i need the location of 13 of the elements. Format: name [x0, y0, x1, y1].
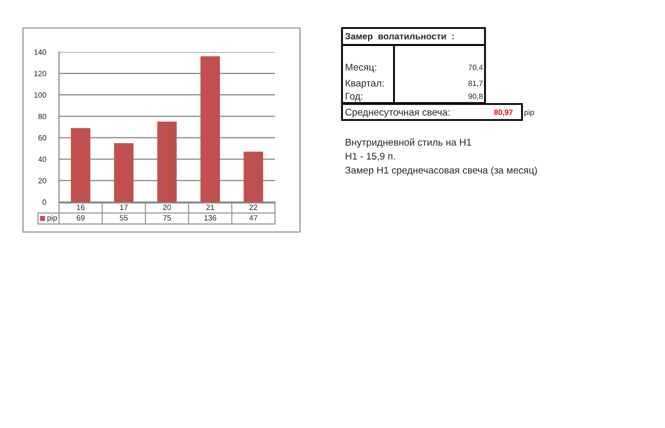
- bar: [114, 143, 134, 202]
- text: Месяц:: [346, 64, 376, 72]
- text: Внутридневной стиль на H1: [346, 138, 472, 148]
- text: H1 - 15,9 п.: [346, 152, 395, 161]
- text: Замер H1 среднечасовая свеча (за месяц): [345, 166, 537, 176]
- text: Квартал:: [346, 80, 384, 89]
- bar: [70, 128, 90, 202]
- bar: [200, 56, 220, 202]
- bar: [157, 122, 177, 202]
- text: Замер волатильности :: [345, 33, 454, 42]
- bar: [244, 152, 264, 202]
- text: Год:: [346, 92, 362, 102]
- text: Среднесуточная свеча:: [345, 108, 450, 118]
